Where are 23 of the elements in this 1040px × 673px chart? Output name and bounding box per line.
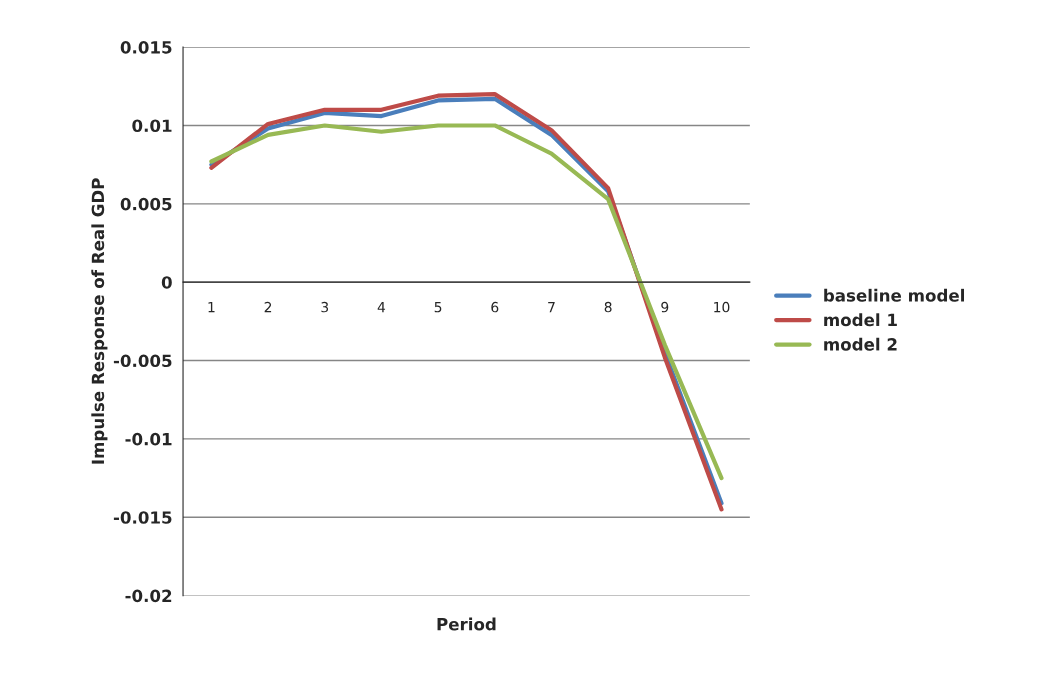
y-tick-label: -0.02: [125, 589, 172, 603]
y-tick-label: -0.005: [113, 354, 172, 368]
y-tick-label: 0.005: [120, 197, 172, 211]
y-tick-label: 0.01: [132, 119, 172, 133]
x-tick-label: 5: [434, 302, 442, 313]
legend-label: model 1: [824, 313, 897, 327]
y-axis-title: Impulse Response of Real GDP: [91, 178, 108, 464]
x-tick-label: 3: [321, 301, 329, 313]
y-tick-label: 0.015: [120, 41, 172, 54]
y-tick-label: -0.01: [125, 432, 172, 446]
x-tick-label: 8: [604, 301, 612, 313]
legend-label: model 2: [824, 337, 897, 351]
y-tick-label: -0.015: [113, 511, 172, 524]
x-tick-label: 10: [714, 301, 730, 313]
x-tick-label: 7: [548, 302, 555, 313]
x-tick-label: 9: [661, 301, 669, 313]
x-tick-label: 4: [377, 302, 386, 313]
y-tick-label: 0: [161, 276, 172, 289]
x-tick-label: 6: [491, 301, 499, 313]
x-tick-label: 1: [208, 302, 215, 313]
x-tick-label: 2: [264, 301, 272, 313]
legend-label: baseline model: [824, 288, 964, 302]
x-axis-title: Period: [437, 617, 496, 631]
